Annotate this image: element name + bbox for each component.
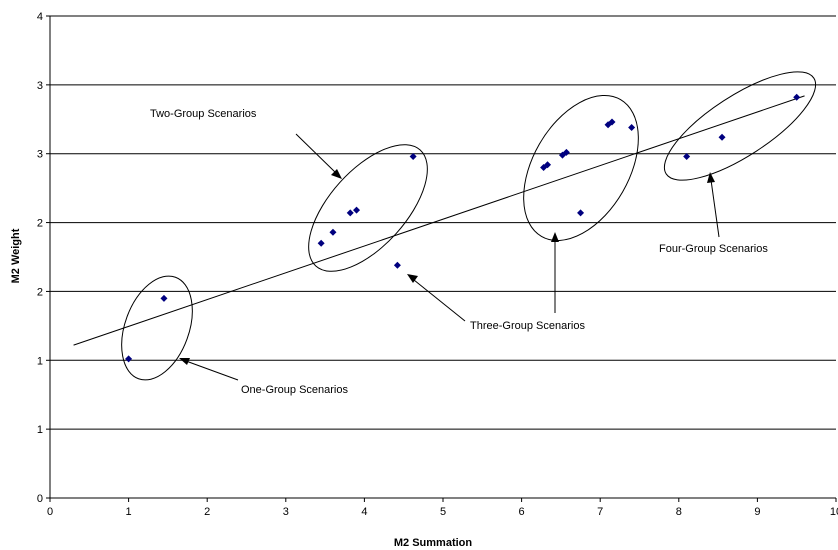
data-point: [577, 209, 585, 217]
four-group-label: Four-Group Scenarios: [659, 243, 768, 255]
trendline: [73, 95, 805, 346]
x-tick-label: 9: [754, 506, 760, 518]
annotations: One-Group Scenarios Two-Group Scenarios …: [121, 71, 817, 396]
data-point: [393, 261, 401, 269]
data-point: [160, 294, 168, 302]
data-point: [793, 93, 801, 101]
x-tick-label: 6: [519, 506, 525, 518]
one-group-ellipse: [121, 275, 193, 381]
grid-lines: [50, 15, 836, 430]
one-group-arrow: [179, 358, 239, 381]
three-group-arrow-left: [407, 274, 466, 322]
two-group-arrow: [295, 133, 342, 179]
two-group-label: Two-Group Scenarios: [150, 108, 257, 120]
four-group-ellipse: [663, 71, 817, 181]
data-point: [544, 161, 552, 169]
y-tick-label: 4: [37, 11, 43, 23]
data-point: [409, 152, 417, 160]
x-tick-label: 4: [361, 506, 367, 518]
three-group-ellipse: [523, 94, 639, 242]
four-group-arrow: [707, 172, 720, 238]
data-points: [125, 93, 801, 363]
data-point: [125, 355, 133, 363]
data-point: [718, 133, 726, 141]
data-point: [353, 206, 361, 214]
two-group-ellipse: [308, 144, 428, 272]
y-tick-label: 2: [37, 218, 43, 230]
x-tick-labels: 0 1 2 3 4 5 6 7 8 9 10: [47, 498, 838, 518]
y-tick-label: 1: [37, 424, 43, 436]
data-point: [317, 239, 325, 247]
data-point: [562, 148, 570, 156]
y-tick-label: 3: [37, 149, 43, 161]
three-group-label: Three-Group Scenarios: [470, 320, 585, 332]
y-tick-label: 3: [37, 80, 43, 92]
y-tick-label: 2: [37, 286, 43, 298]
data-point: [628, 124, 636, 132]
data-point: [683, 152, 691, 160]
three-group-arrow-up: [551, 232, 559, 313]
y-tick-label: 1: [37, 355, 43, 367]
y-tick-label: 0: [37, 493, 43, 505]
x-tick-label: 3: [283, 506, 289, 518]
x-tick-label: 1: [126, 506, 132, 518]
x-tick-label: 7: [597, 506, 603, 518]
x-tick-label: 8: [676, 506, 682, 518]
axes: [49, 16, 836, 499]
x-axis-title: M2 Summation: [394, 537, 473, 549]
data-point: [346, 209, 354, 217]
y-axis-title: M2 Weight: [10, 228, 22, 283]
trendline-line: [73, 95, 805, 346]
data-point: [329, 228, 337, 236]
one-group-label: One-Group Scenarios: [241, 384, 348, 396]
y-tick-labels: 0 1 1 2 2 3 3 4: [37, 11, 50, 505]
data-point: [608, 118, 616, 126]
x-tick-label: 2: [204, 506, 210, 518]
x-tick-label: 10: [830, 506, 838, 518]
x-tick-label: 5: [440, 506, 446, 518]
x-tick-label: 0: [47, 506, 53, 518]
